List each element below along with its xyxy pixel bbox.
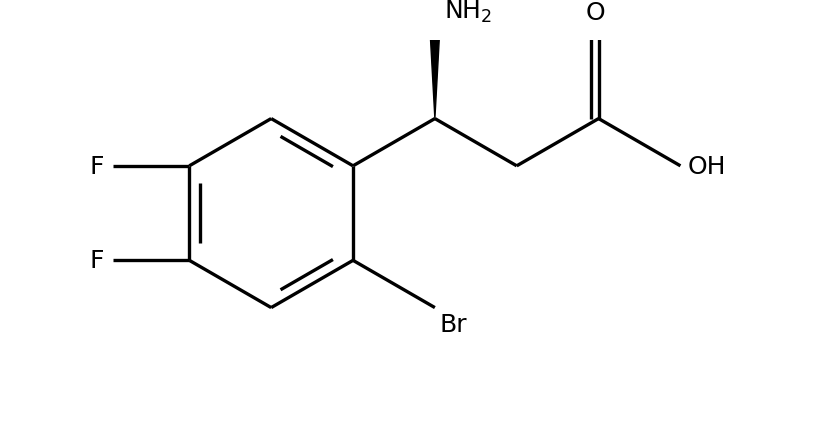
- Text: Br: Br: [440, 312, 467, 336]
- Polygon shape: [430, 30, 440, 119]
- Text: F: F: [90, 249, 104, 273]
- Text: O: O: [585, 1, 605, 26]
- Text: NH$_2$: NH$_2$: [444, 0, 492, 25]
- Text: OH: OH: [688, 155, 726, 178]
- Text: F: F: [90, 155, 104, 178]
